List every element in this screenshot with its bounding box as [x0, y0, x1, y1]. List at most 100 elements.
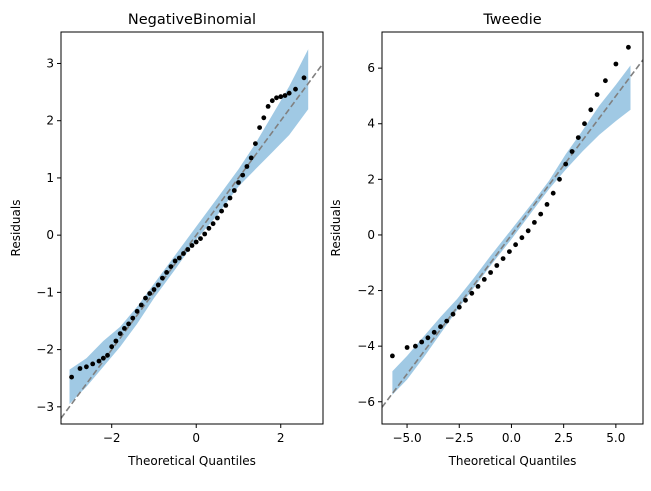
data-point [160, 275, 165, 281]
data-point [215, 215, 220, 221]
data-point [168, 264, 174, 269]
y-tick-label: −6 [357, 395, 375, 409]
data-point [475, 284, 481, 289]
data-point [278, 94, 284, 100]
data-point [185, 247, 191, 252]
data-point [227, 195, 233, 201]
data-point [544, 202, 550, 207]
data-point [413, 343, 418, 349]
axes-frame [381, 31, 644, 425]
data-point [143, 295, 148, 301]
data-point [181, 251, 186, 256]
y-tick-label: 2 [46, 114, 54, 128]
data-point [613, 61, 619, 67]
x-tick-label: 2 [277, 431, 285, 445]
x-axis-label: Theoretical Quantiles [448, 454, 577, 468]
plot-area [61, 49, 323, 419]
data-point [286, 90, 292, 96]
panel-title: NegativeBinomial [128, 12, 256, 28]
data-point [404, 345, 410, 350]
y-axis-label: Residuals [329, 200, 343, 257]
data-point [244, 164, 250, 169]
data-point [269, 98, 275, 104]
axes-frame [60, 31, 324, 425]
data-point [109, 344, 115, 350]
data-point [507, 249, 512, 255]
data-point [594, 92, 600, 97]
data-point [532, 220, 537, 225]
data-point [198, 236, 203, 242]
x-tick-label: 0 [192, 431, 200, 445]
x-tick-label: 5.0 [606, 431, 625, 445]
y-tick-label: −2 [357, 284, 375, 298]
data-point [69, 374, 74, 380]
data-point [90, 361, 96, 367]
reference-line [61, 62, 323, 419]
data-point [525, 228, 531, 234]
data-point [113, 338, 119, 344]
data-point [193, 239, 199, 245]
data-point [151, 287, 157, 292]
data-point [588, 107, 594, 113]
data-point [134, 308, 140, 314]
reference-line [382, 59, 643, 408]
data-point [202, 231, 208, 237]
data-point [265, 104, 271, 109]
y-tick-label: −1 [36, 285, 54, 299]
data-point [122, 326, 127, 331]
y-tick-label: −4 [357, 339, 375, 353]
y-tick-label: −2 [36, 343, 54, 357]
data-point [456, 304, 462, 310]
data-point [138, 302, 144, 308]
data-point [206, 225, 212, 231]
data-point [582, 121, 587, 127]
data-point [293, 86, 298, 92]
data-point [431, 329, 437, 335]
y-tick-label: 4 [367, 117, 375, 131]
data-point [261, 115, 267, 121]
data-point [550, 190, 556, 196]
data-point [575, 135, 581, 141]
plot-area [382, 44, 643, 408]
data-point [282, 93, 288, 98]
y-tick-label: −3 [36, 400, 54, 414]
panel-title: Tweedie [482, 12, 541, 28]
data-point [100, 355, 106, 361]
x-tick-label: 0.0 [502, 431, 521, 445]
x-tick-label: −5.0 [392, 431, 421, 445]
data-point [425, 335, 431, 341]
data-point [450, 311, 456, 317]
data-point [240, 172, 246, 178]
data-point [519, 235, 525, 241]
data-point [444, 318, 450, 324]
panel-negative-binomial: −2 0 2 −3 −2 −1 0 1 2 3 NegativeBinomial Theoretica… [9, 12, 324, 468]
y-tick-label: 0 [46, 228, 54, 242]
data-point [105, 352, 110, 358]
data-point [419, 339, 425, 345]
data-point [257, 125, 262, 130]
y-tick-label: 3 [46, 56, 54, 70]
y-tick-label: 6 [367, 61, 375, 75]
data-point [603, 78, 608, 84]
panel-tweedie: −5.0 −2.5 0.0 2.5 5.0 −6 −4 −2 0 2 4 6 Tweedie Theore… [329, 12, 644, 468]
data-point [248, 155, 254, 161]
data-point [117, 331, 123, 336]
y-tick-label: 0 [367, 228, 375, 242]
data-point [569, 149, 575, 154]
data-point [130, 315, 136, 321]
data-point [164, 270, 170, 275]
data-point [469, 290, 475, 296]
data-point [494, 263, 500, 268]
data-point [77, 366, 83, 371]
data-point [219, 208, 225, 214]
data-point [390, 353, 395, 359]
data-point [223, 203, 229, 208]
data-point [538, 211, 544, 217]
x-tick-label: −2.5 [445, 431, 474, 445]
data-point [253, 141, 258, 147]
data-point [438, 324, 443, 330]
data-point [500, 256, 506, 261]
data-point [96, 358, 102, 364]
data-point [626, 44, 631, 50]
